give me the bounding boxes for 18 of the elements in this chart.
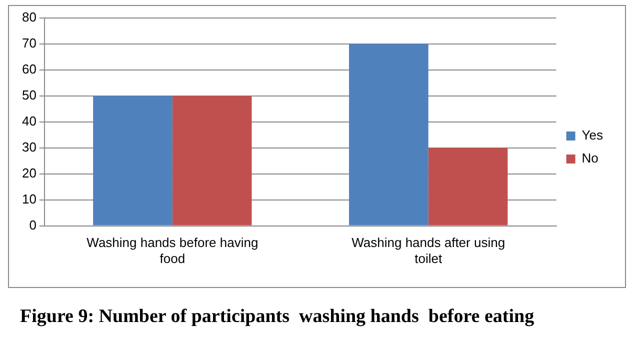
legend-label: Yes: [582, 128, 604, 143]
y-tick-label: 80: [22, 10, 36, 25]
y-tick-label: 40: [22, 113, 36, 128]
bar: [93, 96, 172, 226]
y-tick-label: 10: [22, 191, 36, 206]
legend-label: No: [582, 150, 598, 166]
caption: Figure 9: Number of participants washing hands before eating: [20, 306, 534, 328]
y-tick-label: 60: [22, 62, 36, 77]
bar: [349, 44, 428, 226]
y-tick-label: 50: [22, 88, 36, 103]
y-tick-label: 0: [29, 217, 36, 232]
bar: [428, 148, 508, 226]
y-tick-label: 30: [22, 139, 36, 154]
x-tick-label: Washing hands after using toilet: [352, 235, 506, 266]
x-tick-label: Washing hands before having food: [86, 235, 258, 266]
y-tick-label: 70: [22, 36, 36, 51]
bar: [172, 96, 252, 226]
y-tick-label: 20: [22, 165, 36, 180]
